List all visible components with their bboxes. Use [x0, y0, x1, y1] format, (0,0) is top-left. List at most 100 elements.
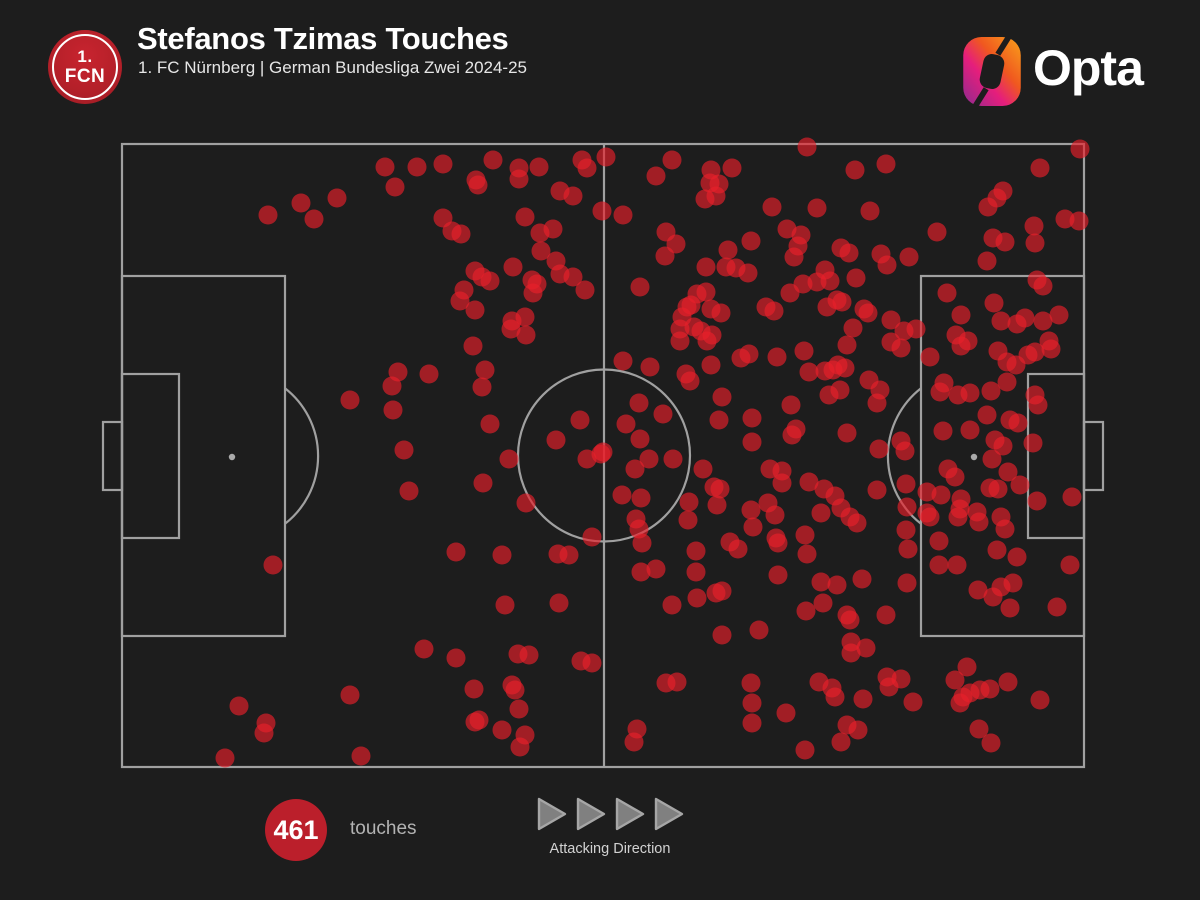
touch-dot [480, 271, 500, 291]
touch-dot [559, 545, 579, 565]
touch-dot [516, 325, 536, 345]
touch-dot [799, 472, 819, 492]
touch-dot [876, 605, 896, 625]
touch-count-badge: 461 [265, 799, 327, 861]
touch-dot [741, 500, 761, 520]
touch-dot [837, 423, 857, 443]
touch-dot [414, 639, 434, 659]
touch-dot [945, 467, 965, 487]
touch-dot [1025, 342, 1045, 362]
touch-dot [728, 539, 748, 559]
touch-dot [531, 241, 551, 261]
touch-dot [662, 595, 682, 615]
touch-dot [592, 201, 612, 221]
touch-dot [630, 277, 650, 297]
touch-dot [655, 246, 675, 266]
touch-dot [784, 247, 804, 267]
touch-dot [687, 588, 707, 608]
touch-dot [950, 693, 970, 713]
touch-dot [709, 410, 729, 430]
touch-dot [835, 358, 855, 378]
touch-dot [630, 429, 650, 449]
touch-dot [707, 495, 727, 515]
touch-dot [860, 201, 880, 221]
touch-dot [666, 234, 686, 254]
touch-dot [981, 381, 1001, 401]
touch-dot [980, 679, 1000, 699]
touch-dot [897, 573, 917, 593]
touch-dot [877, 255, 897, 275]
touch-dot [351, 746, 371, 766]
touch-dot [499, 449, 519, 469]
touch-dot [1070, 139, 1090, 159]
touch-dot [906, 319, 926, 339]
touch-dot [807, 272, 827, 292]
touch-dot [629, 393, 649, 413]
touch-dot [1041, 339, 1061, 359]
touch-dot [742, 408, 762, 428]
touch-dot [433, 154, 453, 174]
touch-dot [995, 232, 1015, 252]
touch-dot [646, 559, 666, 579]
goal-right [1082, 420, 1105, 492]
touch-dot [631, 562, 651, 582]
touch-dot [867, 480, 887, 500]
opta-wordmark: Opta [1033, 40, 1144, 96]
touch-dot [593, 442, 613, 462]
touch-dot [762, 197, 782, 217]
touch-dot [503, 257, 523, 277]
touch-dot [937, 283, 957, 303]
touch-dot [869, 439, 889, 459]
touch-dot [993, 436, 1013, 456]
touch-dot [794, 341, 814, 361]
touch-dot [575, 280, 595, 300]
touch-dot [948, 507, 968, 527]
attacking-direction-arrows [537, 797, 684, 831]
touch-dot [840, 610, 860, 630]
touch-dot [686, 562, 706, 582]
touch-dot [742, 432, 762, 452]
touch-dot [1010, 475, 1030, 495]
touch-dot [483, 150, 503, 170]
touch-dot [811, 572, 831, 592]
touch-dot [731, 348, 751, 368]
touch-dot [988, 479, 1008, 499]
goal-left [101, 420, 124, 492]
touch-dot [827, 575, 847, 595]
touch-dot [795, 525, 815, 545]
touch-dot [899, 247, 919, 267]
touch-dot [519, 645, 539, 665]
touch-dot [1028, 395, 1048, 415]
touch-dot [639, 449, 659, 469]
touch-dot [394, 440, 414, 460]
touch-dot [825, 687, 845, 707]
touch-dot [515, 307, 535, 327]
touch-dot [1033, 311, 1053, 331]
touch-dot [1069, 211, 1089, 231]
touch-dot [1055, 209, 1075, 229]
touch-dot [582, 527, 602, 547]
touch-dot [546, 430, 566, 450]
touch-dot [1060, 555, 1080, 575]
touch-dot [446, 542, 466, 562]
touch-dot [616, 414, 636, 434]
arrow-right-icon [654, 797, 684, 831]
touch-dot [1024, 216, 1044, 236]
touch-dot [662, 150, 682, 170]
touch-dot [891, 338, 911, 358]
touch-dot [563, 186, 583, 206]
touch-dot [848, 720, 868, 740]
touch-dot [407, 157, 427, 177]
touch-dot [516, 493, 536, 513]
touch-dot [510, 737, 530, 757]
touch-dot [879, 677, 899, 697]
touch-dot [229, 696, 249, 716]
touch-dot [712, 387, 732, 407]
touch-dot [465, 712, 485, 732]
touch-dot [670, 331, 690, 351]
touch-dot [799, 362, 819, 382]
touch-dot [847, 513, 867, 533]
touch-dot [978, 197, 998, 217]
touch-dot [712, 581, 732, 601]
touch-dot [1062, 487, 1082, 507]
